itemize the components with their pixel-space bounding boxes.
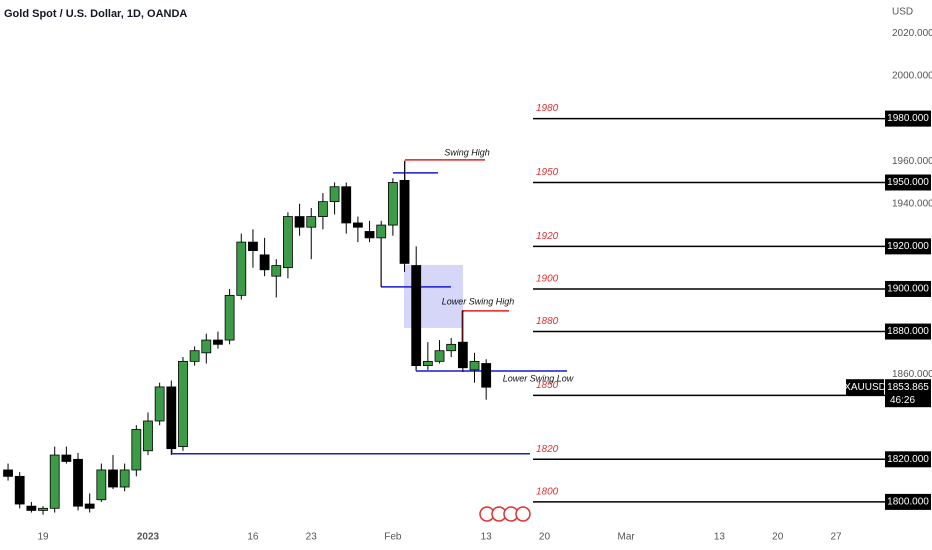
candle-body <box>469 360 480 371</box>
candle-body <box>189 350 200 362</box>
candle-body <box>61 454 72 462</box>
price-box <box>885 493 931 510</box>
candle-body <box>294 216 305 228</box>
symbol-box <box>846 379 884 396</box>
x-tick-label: 19 <box>37 532 49 543</box>
x-tick-label: 20 <box>539 532 551 543</box>
x-tick-label: 27 <box>830 532 842 543</box>
y-tick-label: 2020.000 <box>892 28 932 39</box>
candle-body <box>131 429 142 471</box>
price-box <box>885 110 931 127</box>
event-icon[interactable] <box>515 506 531 522</box>
annotation-label: Swing High <box>444 147 490 157</box>
candle-body <box>422 360 433 367</box>
currency-label: USD <box>892 7 913 18</box>
x-tick-label: 23 <box>306 532 318 543</box>
price-box <box>885 451 931 468</box>
candle-body <box>387 182 398 226</box>
price-box <box>885 174 931 191</box>
candle-body <box>178 360 188 447</box>
price-box-label: 1880.000 <box>887 326 929 337</box>
level-label: 1920 <box>536 231 559 242</box>
level-label: 1880 <box>536 316 559 327</box>
price-box <box>885 323 931 340</box>
candle-body <box>236 241 247 296</box>
candle-body <box>154 386 165 422</box>
candle-body <box>84 503 95 509</box>
candle-body <box>259 254 270 271</box>
candle-body <box>38 507 48 511</box>
candle-body <box>481 363 492 388</box>
candle-body <box>224 294 235 341</box>
level-label: 1900 <box>536 274 559 285</box>
chart-title: Gold Spot / U.S. Dollar, 1D, OANDA <box>4 8 187 20</box>
candle-body <box>248 241 258 252</box>
candle-body <box>213 339 223 345</box>
price-box-label: 1980.000 <box>887 113 929 124</box>
candle-body <box>108 469 118 488</box>
symbol-label: XAUUSD <box>844 382 886 393</box>
price-box <box>885 238 931 255</box>
candle-body <box>457 341 468 369</box>
candle-body <box>341 186 352 224</box>
last-price-box <box>885 379 931 408</box>
x-tick-label: Feb <box>384 532 402 543</box>
level-label: 1850 <box>536 380 559 391</box>
candle-body <box>143 420 153 452</box>
candle-body <box>271 265 282 277</box>
price-box <box>885 280 931 297</box>
y-tick-label: 1940.000 <box>892 198 932 209</box>
price-box-label: 1920.000 <box>887 241 929 252</box>
candle-body <box>73 458 83 507</box>
candle-body <box>26 505 37 511</box>
x-tick-label: 2023 <box>137 532 160 543</box>
annotation-label: Lower Swing Low <box>503 373 574 383</box>
price-box-label: 1900.000 <box>887 284 929 295</box>
candle-body <box>3 469 13 477</box>
candle-body <box>14 475 25 505</box>
candle-body <box>376 224 387 239</box>
y-tick-label: 2000.000 <box>892 71 932 82</box>
x-tick-label: 20 <box>772 532 784 543</box>
candle-body <box>318 201 328 217</box>
last-price-label: 1853.865 <box>887 382 929 393</box>
news-icons[interactable] <box>479 506 531 522</box>
candle-body <box>411 265 422 367</box>
y-tick-label: 1960.000 <box>892 156 932 167</box>
price-box-label: 1800.000 <box>887 497 929 508</box>
candle-body <box>352 222 363 228</box>
candle-body <box>306 216 317 228</box>
level-label: 1950 <box>536 167 559 178</box>
candle-body <box>399 179 410 264</box>
countdown-label: 46:26 <box>890 395 915 406</box>
candle-body <box>329 186 340 203</box>
level-label: 1800 <box>536 487 559 498</box>
level-label: 1980 <box>536 103 559 114</box>
candle-body <box>96 469 107 501</box>
candle-body <box>364 231 375 239</box>
candle-body <box>166 386 177 450</box>
price-box-label: 1820.000 <box>887 454 929 465</box>
price-box-label: 1950.000 <box>887 177 929 188</box>
candle-body <box>201 339 212 354</box>
candle-body <box>446 343 457 352</box>
candle-body <box>119 469 130 488</box>
candle-body <box>49 454 60 509</box>
candle-body <box>434 350 445 362</box>
level-label: 1820 <box>536 444 559 455</box>
x-tick-label: 16 <box>247 532 259 543</box>
candle-body <box>283 216 293 269</box>
x-tick-label: 13 <box>714 532 726 543</box>
x-tick-label: 13 <box>481 532 493 543</box>
annotation-label: Lower Swing High <box>442 296 515 306</box>
x-tick-label: Mar <box>617 532 635 543</box>
y-tick-label: 1860.000 <box>892 369 932 380</box>
